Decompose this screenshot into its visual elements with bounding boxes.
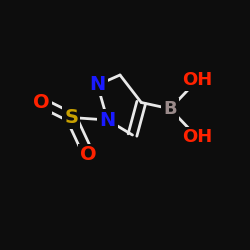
Text: B: B <box>163 100 177 118</box>
Text: OH: OH <box>182 71 212 89</box>
Text: S: S <box>64 108 78 127</box>
Text: N: N <box>100 110 116 130</box>
Text: O: O <box>33 93 50 112</box>
Text: N: N <box>90 76 106 94</box>
Text: OH: OH <box>182 128 212 146</box>
Text: O: O <box>80 146 97 165</box>
